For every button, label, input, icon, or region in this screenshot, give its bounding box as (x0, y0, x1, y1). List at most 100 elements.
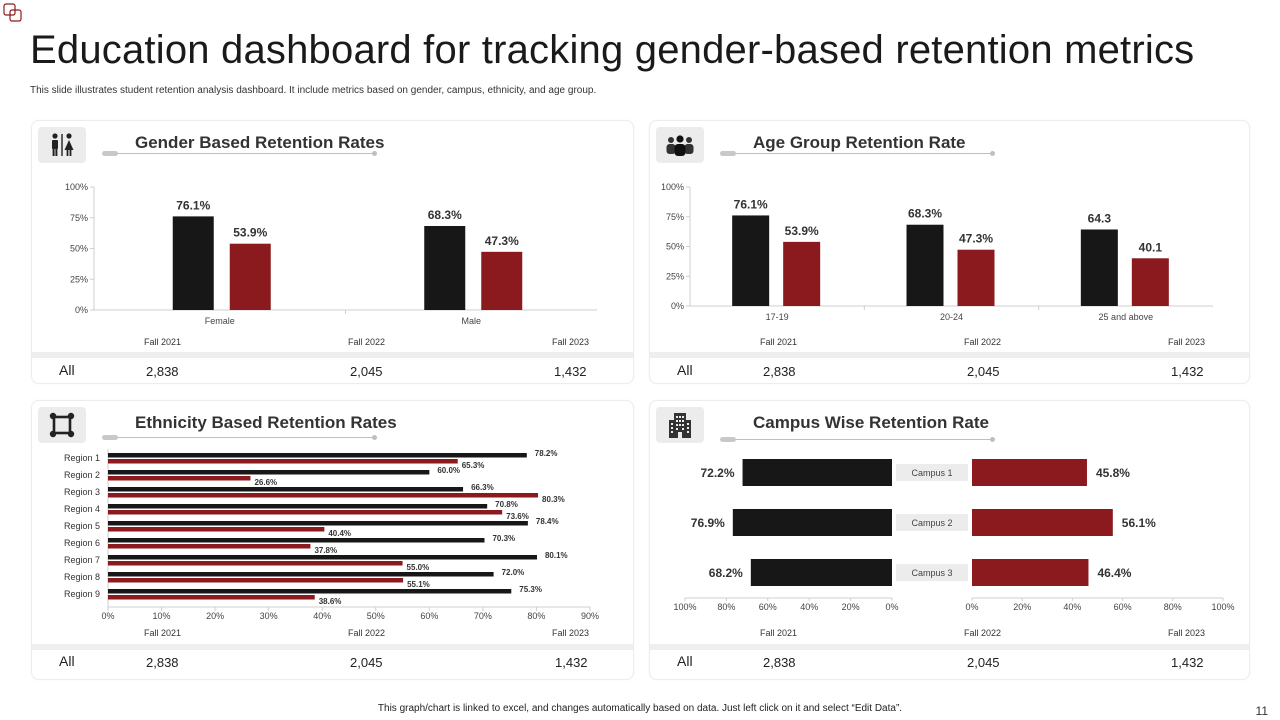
y-tick-label: 0% (75, 305, 88, 315)
category-label: Campus 1 (911, 468, 952, 478)
bar (108, 544, 311, 549)
category-box (896, 564, 968, 581)
all-value-1: 2,838 (763, 364, 796, 379)
fall-label-1: Fall 2021 (144, 628, 182, 638)
data-label: 56.1% (1122, 516, 1156, 530)
all-value-1: 2,838 (146, 655, 179, 670)
x-tick-label: 20% (1013, 602, 1031, 612)
fall-label-2: Fall 2022 (348, 628, 386, 638)
bar (108, 493, 539, 498)
all-value-2: 2,045 (967, 655, 1000, 670)
divider-band (32, 352, 633, 358)
x-tick-label: 0% (101, 611, 114, 621)
bar (108, 572, 494, 577)
title-underline (102, 435, 377, 440)
x-tick-label: 60% (420, 611, 438, 621)
all-label: All (59, 362, 75, 378)
ethnicity-bar-chart: 0% 10% 20% 30% 40% 50% 60% 70% 80% 90% Region 1 78.… (64, 449, 599, 621)
data-label: 73.6% (506, 512, 529, 521)
x-tick-label: 80% (717, 602, 735, 612)
diversity-icon (49, 412, 75, 438)
bar (108, 504, 488, 509)
category-label: Region 9 (64, 589, 100, 599)
fall-label-3: Fall 2023 (552, 337, 590, 347)
data-label: 76.1% (734, 197, 768, 211)
all-value-3: 1,432 (1171, 364, 1204, 379)
data-label: 53.9% (233, 226, 267, 240)
x-tick-label: 17-19 (766, 312, 789, 322)
y-tick-label: 0% (671, 301, 684, 311)
bar-right (972, 509, 1113, 536)
bar (108, 510, 503, 515)
campus-retention-panel: Campus Wise Retention Rate 100% 80% 60% 40%… (649, 400, 1250, 680)
x-tick-label: 90% (581, 611, 599, 621)
bar (108, 595, 315, 600)
data-label: 76.1% (176, 198, 210, 212)
data-label: 64.3 (1088, 211, 1112, 225)
fall-label-3: Fall 2023 (552, 628, 590, 638)
all-value-2: 2,045 (350, 655, 383, 670)
gender-bar-chart: 0% 25% 50% 75% 100% Female 76.1% 53.9% Male 68.3%… (65, 182, 597, 326)
bar (108, 578, 404, 583)
bar (1080, 229, 1118, 306)
category-label: Region 5 (64, 521, 100, 531)
x-tick-label: 40% (800, 602, 818, 612)
people-group-icon-box (656, 127, 704, 163)
ethnicity-panel-title: Ethnicity Based Retention Rates (135, 413, 397, 432)
title-underline (720, 151, 995, 156)
bar (424, 225, 466, 310)
x-tick-label: 40% (1063, 602, 1081, 612)
data-label: 76.9% (691, 516, 725, 530)
age-bar-chart: 0% 25% 50% 75% 100% 17-19 76.1% 53.9% 20-24 68.3%… (661, 182, 1213, 322)
gender-panel-title: Gender Based Retention Rates (135, 133, 385, 152)
bar (481, 251, 523, 310)
bar-right (972, 459, 1087, 486)
x-tick-label: 0% (965, 602, 978, 612)
fall-label-1: Fall 2021 (760, 628, 798, 638)
people-group-icon (666, 135, 694, 156)
fall-label-3: Fall 2023 (1168, 628, 1206, 638)
logo-icon (3, 3, 22, 22)
x-tick-label: 20-24 (940, 312, 963, 322)
ethnicity-retention-panel: Ethnicity Based Retention Rates 0% 10% 20%… (31, 400, 634, 680)
y-tick-label: 75% (666, 212, 684, 222)
title-underline (720, 437, 995, 442)
data-label: 65.3% (462, 461, 485, 470)
divider-band (650, 352, 1249, 358)
data-label: 47.3% (959, 232, 993, 246)
fall-label-1: Fall 2021 (760, 337, 798, 347)
all-value-1: 2,838 (763, 655, 796, 670)
data-label: 72.2% (701, 466, 735, 480)
data-label: 55.1% (407, 580, 430, 589)
x-tick-label: 70% (474, 611, 492, 621)
bar (957, 249, 995, 306)
data-label: 70.8% (495, 500, 518, 509)
data-label: 78.2% (535, 449, 558, 458)
x-tick-label: 20% (206, 611, 224, 621)
x-tick-label: Male (461, 316, 481, 326)
bar-left (750, 559, 892, 586)
data-label: 75.3% (519, 585, 542, 594)
x-tick-label: 100% (1211, 602, 1234, 612)
data-label: 66.3% (471, 483, 494, 492)
all-value-2: 2,045 (350, 364, 383, 379)
data-label: 68.2% (709, 566, 743, 580)
x-tick-label: 0% (885, 602, 898, 612)
x-tick-label: 50% (367, 611, 385, 621)
category-label: Region 1 (64, 453, 100, 463)
data-label: 70.3% (492, 534, 515, 543)
y-tick-label: 25% (70, 274, 88, 284)
bar (108, 476, 251, 481)
bar (732, 215, 770, 306)
bar (108, 470, 430, 475)
page-title: Education dashboard for tracking gender-… (30, 28, 1195, 72)
data-label: 55.0% (407, 563, 430, 572)
data-label: 68.3% (908, 207, 942, 221)
bar (108, 538, 485, 543)
x-tick-label: 30% (260, 611, 278, 621)
data-label: 38.6% (319, 597, 342, 606)
data-label: 45.8% (1096, 466, 1130, 480)
diversity-icon-box (38, 407, 86, 443)
bar (108, 561, 403, 566)
bar (108, 453, 527, 458)
